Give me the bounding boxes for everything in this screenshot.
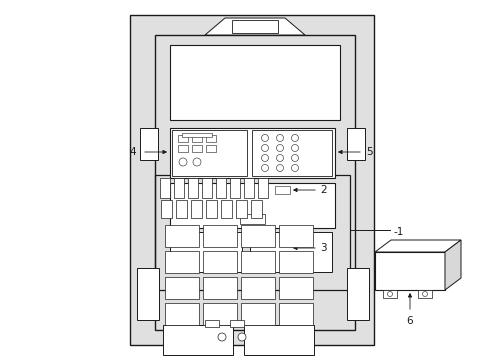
- Circle shape: [261, 154, 268, 162]
- Bar: [279, 277, 312, 299]
- Bar: [241, 277, 274, 299]
- Text: 5: 5: [365, 147, 372, 157]
- Bar: [244, 178, 253, 198]
- Bar: [279, 225, 312, 247]
- Bar: [155, 175, 349, 290]
- Bar: [174, 178, 183, 198]
- Bar: [374, 252, 444, 290]
- Bar: [244, 325, 313, 355]
- Bar: [205, 145, 216, 152]
- Circle shape: [386, 292, 392, 297]
- Circle shape: [193, 158, 201, 166]
- Bar: [170, 45, 339, 120]
- Bar: [182, 133, 212, 137]
- Bar: [161, 200, 172, 218]
- Bar: [155, 35, 354, 330]
- Circle shape: [218, 333, 225, 341]
- Bar: [160, 178, 170, 198]
- Circle shape: [276, 165, 283, 171]
- Bar: [176, 200, 186, 218]
- Bar: [221, 200, 231, 218]
- Circle shape: [291, 144, 298, 152]
- Bar: [204, 320, 219, 327]
- Bar: [279, 251, 312, 273]
- Bar: [164, 277, 199, 299]
- Bar: [346, 128, 364, 160]
- Bar: [140, 128, 158, 160]
- Bar: [203, 303, 237, 325]
- Bar: [382, 290, 396, 298]
- Bar: [192, 145, 202, 152]
- Circle shape: [179, 158, 186, 166]
- Bar: [231, 20, 278, 33]
- Bar: [203, 277, 237, 299]
- Bar: [241, 303, 274, 325]
- Text: 3: 3: [319, 243, 326, 253]
- Polygon shape: [374, 240, 460, 252]
- Bar: [203, 225, 237, 247]
- Text: 2: 2: [319, 185, 326, 195]
- Bar: [164, 303, 199, 325]
- Bar: [130, 15, 373, 345]
- Bar: [250, 200, 262, 218]
- Circle shape: [261, 135, 268, 141]
- Bar: [192, 135, 202, 142]
- Bar: [229, 320, 244, 327]
- Bar: [241, 225, 274, 247]
- Bar: [170, 128, 334, 178]
- Polygon shape: [444, 240, 460, 290]
- Bar: [203, 251, 237, 273]
- Text: 6: 6: [406, 316, 412, 326]
- Bar: [178, 135, 187, 142]
- Bar: [249, 232, 331, 272]
- Bar: [240, 214, 264, 224]
- Bar: [137, 268, 159, 320]
- Bar: [172, 130, 246, 176]
- Bar: [187, 178, 198, 198]
- Bar: [202, 178, 212, 198]
- Bar: [164, 225, 199, 247]
- Circle shape: [422, 292, 427, 297]
- Circle shape: [261, 144, 268, 152]
- Circle shape: [276, 144, 283, 152]
- Bar: [164, 251, 199, 273]
- Bar: [241, 251, 274, 273]
- Bar: [205, 135, 216, 142]
- Circle shape: [238, 333, 245, 341]
- Bar: [191, 200, 202, 218]
- Bar: [346, 268, 368, 320]
- Bar: [279, 303, 312, 325]
- Bar: [258, 178, 267, 198]
- Bar: [170, 183, 334, 228]
- Bar: [163, 325, 232, 355]
- Bar: [229, 178, 240, 198]
- Text: -1: -1: [392, 227, 403, 237]
- Polygon shape: [204, 18, 305, 35]
- Circle shape: [291, 154, 298, 162]
- Bar: [236, 200, 246, 218]
- Circle shape: [291, 165, 298, 171]
- Bar: [417, 290, 431, 298]
- Bar: [216, 178, 225, 198]
- Circle shape: [276, 135, 283, 141]
- Bar: [205, 200, 217, 218]
- Bar: [178, 145, 187, 152]
- Circle shape: [276, 154, 283, 162]
- Bar: [251, 130, 331, 176]
- Bar: [274, 186, 289, 194]
- Bar: [170, 232, 242, 272]
- Circle shape: [261, 165, 268, 171]
- Circle shape: [291, 135, 298, 141]
- Text: 4: 4: [129, 147, 136, 157]
